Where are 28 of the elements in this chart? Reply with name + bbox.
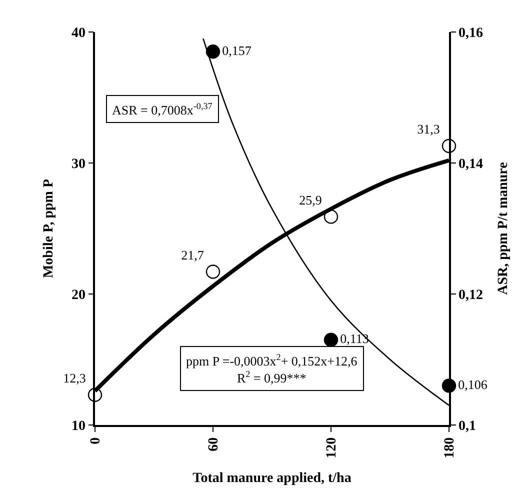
y-axis-title: Mobile P, ppm P bbox=[42, 178, 57, 278]
point bbox=[206, 264, 220, 279]
data-label: 0,157 bbox=[222, 42, 252, 58]
annotation: ASR = 0,7008x$^{-0,37}$ bbox=[112, 101, 213, 118]
text: ppm P =-0,0003x$^{2}$+ 0,152x+12,6 R$^{2}$ = 0,99*** bbox=[186, 352, 358, 386]
data-label: 0,113 bbox=[340, 331, 369, 346]
x-tick-label: 0 bbox=[88, 437, 104, 444]
y-tick-label: 30 bbox=[71, 156, 86, 172]
data-label: 21,7 bbox=[181, 247, 204, 262]
y2-tick-label: 0,16 bbox=[458, 26, 484, 41]
y2-axis-title: ASR, ppm P/t manure bbox=[496, 162, 511, 295]
y-tick-label: 20 bbox=[71, 288, 86, 303]
y2-tick-label: 0,1 bbox=[458, 418, 476, 434]
x-tick-label: 180 bbox=[442, 437, 458, 458]
x-tick-label: 120 bbox=[324, 437, 340, 458]
y-tick-label: 10 bbox=[71, 418, 86, 434]
y-tick-label: 40 bbox=[71, 26, 86, 41]
data-label: 31,3 bbox=[417, 122, 440, 137]
data-label: 25,9 bbox=[299, 192, 322, 208]
point bbox=[324, 210, 338, 224]
y2-tick-label: 0,12 bbox=[458, 288, 484, 303]
x-tick-label: 60 bbox=[206, 437, 222, 452]
point bbox=[324, 332, 338, 347]
x-axis-title: Total manure applied, t/ha bbox=[192, 471, 352, 486]
y2-tick-label: 0,14 bbox=[458, 156, 484, 172]
data-label: 0,106 bbox=[458, 376, 488, 392]
data-label: 12,3 bbox=[63, 370, 86, 386]
point bbox=[206, 44, 220, 59]
